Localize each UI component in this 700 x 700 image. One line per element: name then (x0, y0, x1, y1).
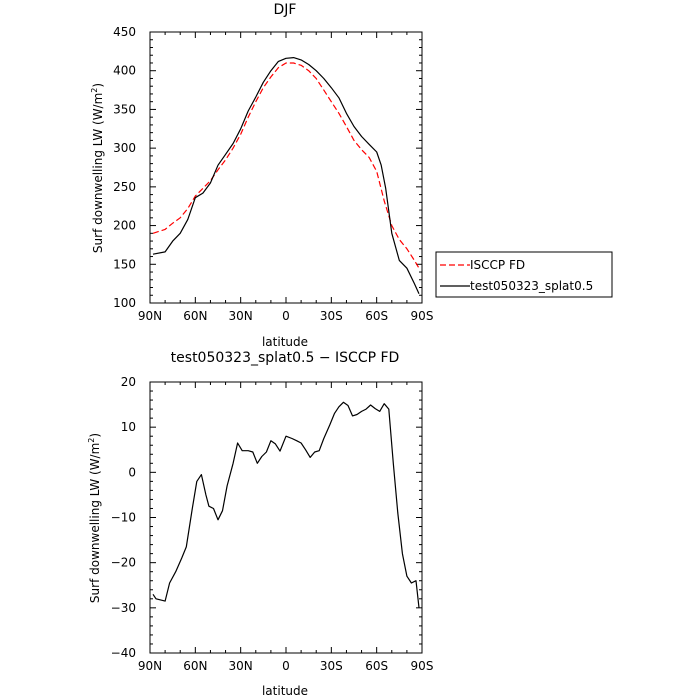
top-chart-ylabel-main: Surf downwelling LW (W/m (91, 93, 105, 253)
bottom-xtick-label: 60S (365, 659, 388, 673)
bottom-chart: test050323_splat0.5 − ISCCP FD 90N 60N 30N… (87, 350, 433, 698)
bottom-xtick-label: 60N (183, 659, 207, 673)
top-chart-axes: 90N 60N 30N 0 30S 60S 90S 100 150 200 250 300 350 400… (113, 25, 433, 323)
legend-box (435, 251, 613, 298)
bottom-chart-ylabel: Surf downwelling LW (W/m2) (87, 433, 102, 603)
bottom-xtick-label: 0 (282, 659, 290, 673)
top-ytick-label: 200 (113, 219, 136, 233)
bottom-chart-ylabel-end: ) (88, 433, 102, 438)
legend-label-isccp: ISCCP FD (470, 258, 525, 272)
top-chart-series (152, 56, 420, 294)
top-xtick-label: 60S (365, 309, 388, 323)
top-xtick-label: 90N (138, 309, 162, 323)
top-chart-ylabel-end: ) (91, 83, 105, 88)
bottom-series-line-0 (152, 401, 420, 608)
bottom-ytick-label: −20 (111, 556, 136, 570)
top-ytick-label: 250 (113, 180, 136, 194)
top-ytick-label: 100 (113, 296, 136, 310)
top-chart-title: DJF (274, 2, 297, 18)
top-xtick-label: 30S (320, 309, 343, 323)
top-xtick-label: 30N (229, 309, 253, 323)
bottom-chart-ylabel-sup: 2 (87, 438, 96, 443)
bottom-xtick-label: 90N (138, 659, 162, 673)
top-ytick-label: 350 (113, 102, 136, 116)
top-chart-ylabel: Surf downwelling LW (W/m2) (90, 83, 105, 253)
legend-label-test: test050323_splat0.5 (470, 279, 593, 293)
top-ytick-label: 450 (113, 25, 136, 39)
bottom-ytick-label: 20 (121, 375, 136, 389)
bottom-ytick-label: −30 (111, 601, 136, 615)
bottom-xtick-label: 30N (229, 659, 253, 673)
top-chart: DJF 90N 60N 30N 0 30S 60S 90S 100 150 200 250 300 35… (90, 2, 433, 349)
legend: ISCCP FD test050323_splat0.5 (435, 251, 613, 298)
top-xtick-label: 0 (282, 309, 290, 323)
bottom-chart-series (152, 401, 420, 608)
bottom-ytick-label: 10 (121, 420, 136, 434)
bottom-ytick-label: 0 (128, 465, 136, 479)
top-ytick-label: 150 (113, 257, 136, 271)
top-xtick-label: 60N (183, 309, 207, 323)
bottom-xtick-label: 30S (320, 659, 343, 673)
bottom-chart-title: test050323_splat0.5 − ISCCP FD (171, 350, 400, 366)
top-series-line-1 (152, 56, 420, 294)
top-chart-xlabel: latitude (262, 335, 308, 349)
top-chart-ylabel-sup: 2 (90, 88, 99, 93)
bottom-ytick-label: −10 (111, 511, 136, 525)
bottom-chart-xlabel: latitude (262, 684, 308, 698)
bottom-chart-ylabel-main: Surf downwelling LW (W/m (88, 443, 102, 603)
bottom-xtick-label: 90S (411, 659, 434, 673)
top-ytick-label: 300 (113, 141, 136, 155)
bottom-chart-axes: 90N 60N 30N 0 30S 60S 90S −40 −30 −20 −10 0 10 20 (111, 375, 434, 673)
top-xtick-label: 90S (411, 309, 434, 323)
top-ytick-label: 400 (113, 64, 136, 78)
bottom-ytick-label: −40 (111, 646, 136, 660)
top-series-line-0 (152, 62, 420, 269)
